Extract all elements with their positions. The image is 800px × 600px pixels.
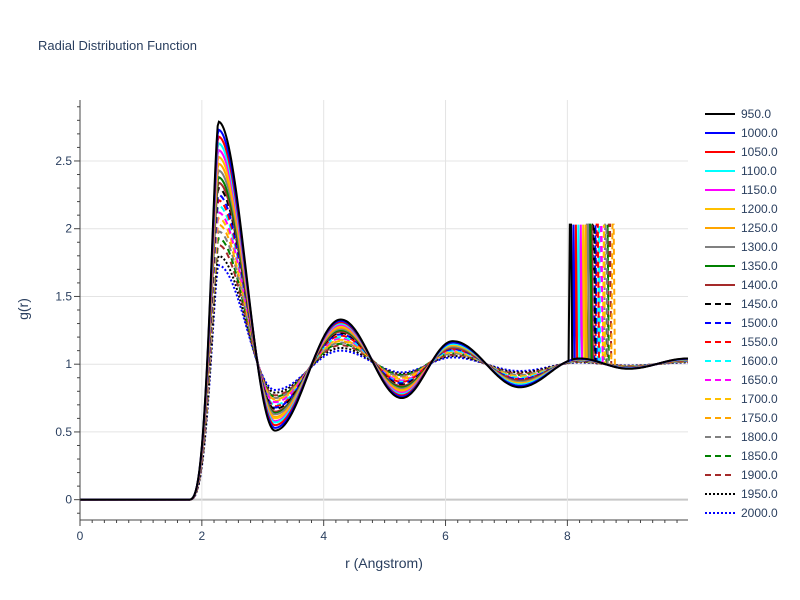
legend-label: 1400.0 — [741, 278, 778, 292]
y-tick-label: 2 — [65, 222, 72, 236]
legend-item[interactable]: 1550.0 — [705, 335, 778, 349]
legend-label: 1150.0 — [741, 183, 777, 197]
legend-item[interactable]: 1650.0 — [705, 373, 778, 387]
axes — [74, 100, 688, 526]
legend-label: 1750.0 — [741, 411, 778, 425]
legend-item[interactable]: 1950.0 — [705, 487, 778, 501]
legend-item[interactable]: 1050.0 — [705, 145, 778, 159]
y-axis-title: g(r) — [15, 298, 31, 320]
legend-label: 1100.0 — [741, 164, 777, 178]
x-tick-label: 8 — [564, 529, 571, 543]
legend-label: 1500.0 — [741, 316, 778, 330]
legend-item[interactable]: 1200.0 — [705, 202, 778, 216]
series-line — [80, 120, 689, 501]
chart-title: Radial Distribution Function — [38, 38, 197, 53]
legend-label: 1050.0 — [741, 145, 778, 159]
series-lines — [80, 120, 689, 501]
series-line — [80, 169, 689, 501]
legend-item[interactable]: 1300.0 — [705, 240, 778, 254]
legend-label: 1200.0 — [741, 202, 778, 216]
x-axis-title: r (Angstrom) — [345, 555, 423, 571]
legend-label: 1600.0 — [741, 354, 778, 368]
x-tick-label: 4 — [320, 529, 327, 543]
legend-item[interactable]: 1700.0 — [705, 392, 778, 406]
legend-label: 1300.0 — [741, 240, 778, 254]
x-tick-label: 6 — [442, 529, 449, 543]
x-axis-ticks: 0 2 4 6 8 — [77, 529, 571, 543]
legend-item[interactable]: 950.0 — [705, 107, 771, 121]
legend-item[interactable]: 1750.0 — [705, 411, 778, 425]
legend-label: 1550.0 — [741, 335, 778, 349]
legend-label: 1950.0 — [741, 487, 778, 501]
y-tick-label: 1.5 — [55, 289, 72, 303]
y-tick-label: 2.5 — [55, 154, 72, 168]
grid-lines — [80, 100, 688, 520]
legend-label: 1250.0 — [741, 221, 778, 235]
legend-item[interactable]: 1900.0 — [705, 468, 778, 482]
legend-item[interactable]: 1350.0 — [705, 259, 778, 273]
legend-item[interactable]: 1400.0 — [705, 278, 778, 292]
legend-item[interactable]: 1000.0 — [705, 126, 778, 140]
legend-item[interactable]: 1800.0 — [705, 430, 778, 444]
y-tick-label: 1 — [65, 357, 72, 371]
legend-item[interactable]: 1500.0 — [705, 316, 778, 330]
legend-label: 1650.0 — [741, 373, 778, 387]
legend[interactable]: 950.0 1000.0 1050.0 1100.0 1150.0 1200.0 1250.… — [705, 107, 778, 520]
legend-item[interactable]: 1100.0 — [705, 164, 777, 178]
y-tick-label: 0 — [65, 493, 72, 507]
legend-item[interactable]: 1850.0 — [705, 449, 778, 463]
legend-label: 1450.0 — [741, 297, 778, 311]
series-line — [80, 148, 689, 501]
legend-item[interactable]: 2000.0 — [705, 506, 778, 520]
legend-label: 1900.0 — [741, 468, 778, 482]
legend-label: 1800.0 — [741, 430, 778, 444]
y-tick-label: 0.5 — [55, 425, 72, 439]
x-tick-label: 2 — [198, 529, 205, 543]
legend-item[interactable]: 1600.0 — [705, 354, 778, 368]
legend-item[interactable]: 1450.0 — [705, 297, 778, 311]
legend-item[interactable]: 1150.0 — [705, 183, 777, 197]
legend-label: 950.0 — [741, 107, 771, 121]
legend-label: 1000.0 — [741, 126, 778, 140]
y-axis-ticks: 0 0.5 1 1.5 2 2.5 — [55, 154, 72, 507]
legend-label: 1700.0 — [741, 392, 778, 406]
x-tick-label: 0 — [77, 529, 84, 543]
legend-item[interactable]: 1250.0 — [705, 221, 778, 235]
legend-label: 1350.0 — [741, 259, 778, 273]
legend-label: 2000.0 — [741, 506, 778, 520]
legend-label: 1850.0 — [741, 449, 778, 463]
